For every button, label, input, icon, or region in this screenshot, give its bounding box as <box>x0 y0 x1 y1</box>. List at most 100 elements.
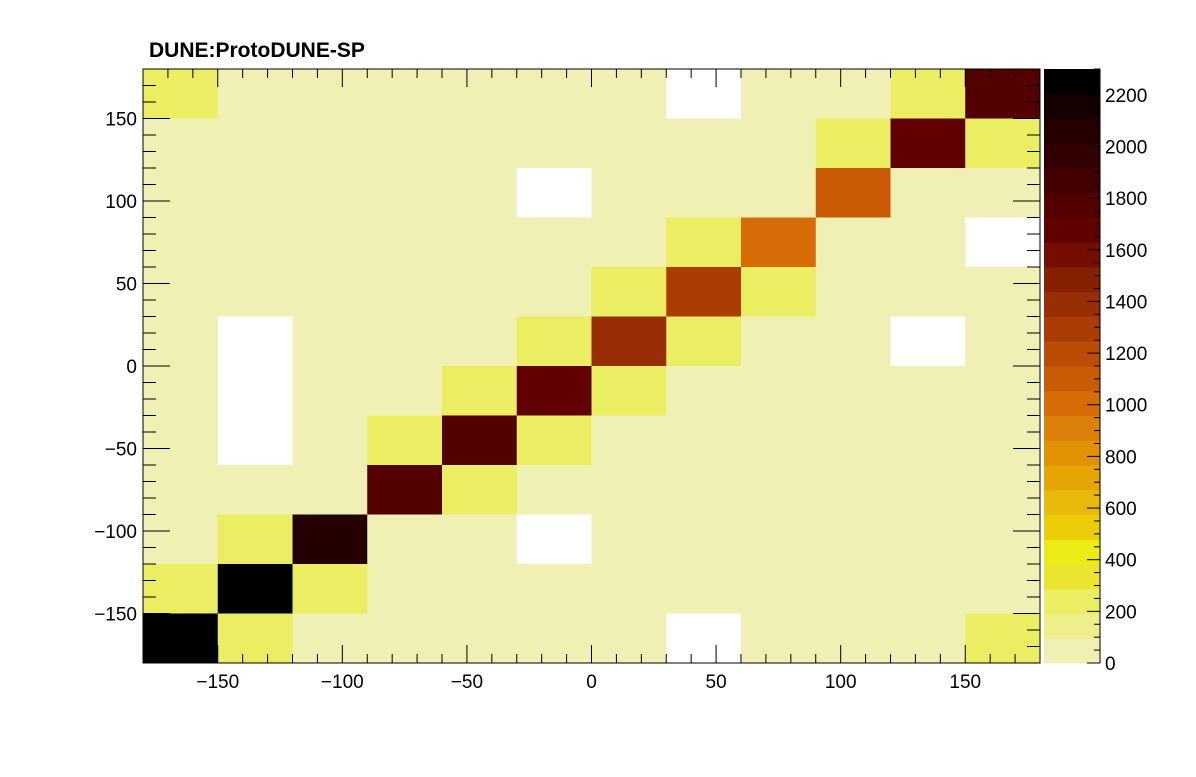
heatmap-cell <box>666 69 742 119</box>
colorbar-swatch <box>1044 465 1100 491</box>
heatmap-cell <box>890 168 966 218</box>
heatmap-cell <box>890 316 966 367</box>
heatmap-cell <box>292 217 368 268</box>
heatmap-cell <box>815 415 891 466</box>
heatmap-cell <box>143 168 219 218</box>
y-tick-label: −150 <box>94 605 137 626</box>
heatmap-cell <box>890 465 966 515</box>
heatmap-cell <box>516 465 592 515</box>
heatmap-cell <box>890 366 966 416</box>
colorbar-tick-label: 1000 <box>1105 396 1147 417</box>
heatmap-cell <box>367 217 443 268</box>
colorbar-swatch <box>1044 489 1100 515</box>
colorbar-swatch <box>1044 217 1100 243</box>
heatmap-cell <box>143 69 219 119</box>
heatmap-cell <box>217 465 293 515</box>
heatmap-cell <box>666 564 742 614</box>
heatmap-cell <box>741 366 817 416</box>
heatmap-cell <box>741 69 817 119</box>
heatmap-cell <box>217 316 293 367</box>
heatmap-cell <box>741 316 817 367</box>
heatmap-cell <box>965 217 1041 268</box>
x-tick-label: 50 <box>706 672 727 693</box>
y-tick-label: 50 <box>116 275 137 296</box>
axis-ticks: −150 −100 −50 0 50 100 150 −150 −100 −50 0 50 100 150 <box>94 68 1041 693</box>
heatmap-cell <box>292 415 368 466</box>
colorbar-swatch <box>1044 69 1100 95</box>
heatmap-cell <box>143 514 219 565</box>
heatmap-cell <box>815 465 891 515</box>
colorbar-swatch <box>1044 267 1100 293</box>
heatmap-cell <box>143 613 219 664</box>
heatmap-cell <box>666 316 742 367</box>
heatmap-cell <box>217 514 293 565</box>
heatmap-cell <box>741 168 817 218</box>
color-scale-bar: 0 200 400 600 800 1000 1200 1400 1600 1800 2000 220… <box>1044 68 1147 675</box>
heatmap-cell <box>741 564 817 614</box>
heatmap-cell <box>442 564 518 614</box>
x-tick-label: 100 <box>825 672 857 693</box>
heatmap-cell <box>965 514 1041 565</box>
heatmap-cell <box>741 613 817 664</box>
heatmap-cell <box>815 366 891 416</box>
heatmap-cell <box>741 514 817 565</box>
heatmap-cell <box>965 267 1041 317</box>
x-tick-label: −50 <box>451 672 483 693</box>
heatmap-cell <box>815 613 891 664</box>
heatmap-cell <box>292 514 368 565</box>
heatmap-cell <box>815 69 891 119</box>
heatmap-cell <box>442 267 518 317</box>
x-tick-label: −150 <box>196 672 239 693</box>
heatmap-cell <box>143 366 219 416</box>
heatmap-cell <box>666 514 742 565</box>
x-tick-label: 150 <box>949 672 981 693</box>
y-tick-label: −100 <box>94 522 137 543</box>
heatmap-cell <box>367 267 443 317</box>
heatmap-cell <box>591 316 667 367</box>
heatmap-cell <box>815 168 891 218</box>
heatmap-cell <box>292 69 368 119</box>
heatmap-cell <box>591 415 667 466</box>
heatmap-cell <box>890 118 966 169</box>
heatmap-cell <box>442 168 518 218</box>
heatmap-cell <box>292 267 368 317</box>
heatmap-cell <box>217 118 293 169</box>
heatmap-cell <box>815 217 891 268</box>
heatmap-cell <box>815 316 891 367</box>
heatmap-cell <box>741 415 817 466</box>
heatmap-cell <box>666 415 742 466</box>
heatmap-cell <box>890 564 966 614</box>
heatmap-cell <box>965 118 1041 169</box>
heatmap-cell <box>292 118 368 169</box>
heatmap-cell <box>666 168 742 218</box>
heatmap-cell <box>815 267 891 317</box>
heatmap-cell <box>965 69 1041 119</box>
heatmap-cell <box>292 465 368 515</box>
colorbar-tick-label: 200 <box>1105 602 1137 623</box>
heatmap-cell <box>890 69 966 119</box>
heatmap-cell <box>292 316 368 367</box>
heatmap-cell <box>217 217 293 268</box>
colorbar-swatch <box>1044 638 1100 664</box>
heatmap-cell <box>217 415 293 466</box>
colorbar-tick-label: 0 <box>1105 654 1116 675</box>
x-tick-label: −100 <box>321 672 364 693</box>
heatmap-cell <box>143 316 219 367</box>
heatmap-cell <box>516 168 592 218</box>
heatmap-cells <box>143 69 1041 664</box>
y-tick-label: −50 <box>105 440 137 461</box>
heatmap-cell <box>890 217 966 268</box>
heatmap-cell <box>741 465 817 515</box>
heatmap-cell <box>666 217 742 268</box>
heatmap-cell <box>367 514 443 565</box>
heatmap-cell <box>666 366 742 416</box>
heatmap-cell <box>516 69 592 119</box>
heatmap-cell <box>516 217 592 268</box>
colorbar-swatch <box>1044 242 1100 268</box>
heatmap-cell <box>965 465 1041 515</box>
heatmap-cell <box>591 613 667 664</box>
colorbar-swatch <box>1044 341 1100 367</box>
chart-title: DUNE:ProtoDUNE-SP <box>149 39 365 62</box>
colorbar-swatch <box>1044 143 1100 169</box>
